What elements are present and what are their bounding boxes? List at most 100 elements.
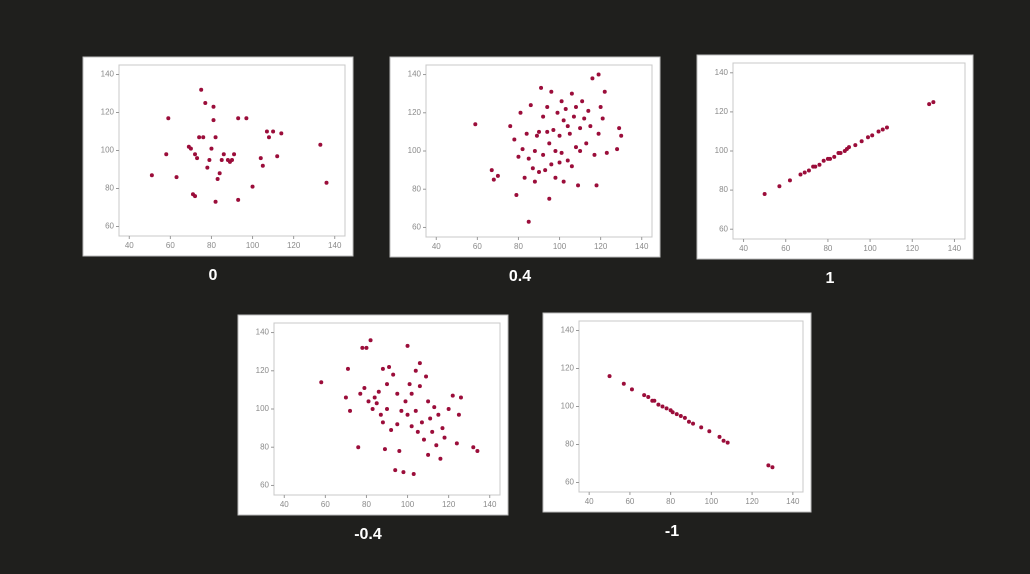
point [219,158,224,162]
point [674,412,679,417]
y-tick-label: 100 [101,146,115,155]
point [203,101,208,105]
point [395,422,400,427]
point [534,133,539,138]
point [682,415,687,420]
point [430,429,435,434]
x-tick-label: 100 [401,500,415,509]
point [594,183,599,188]
y-tick-label: 100 [561,402,575,411]
point [571,114,576,119]
point [646,395,651,399]
point [514,192,519,197]
point [545,105,550,110]
point [853,143,858,148]
point [884,125,889,130]
chart-panel: 40 60 80 100 120 140 60 80 100 120 140 1 [696,54,974,287]
point [376,389,381,394]
y-tick-label: 120 [561,364,575,373]
point [236,197,241,202]
y-tick-label: 140 [256,328,270,337]
point [432,405,437,410]
point [569,91,574,96]
point [565,124,570,129]
panel [389,56,661,258]
point [395,391,400,396]
point [405,343,410,348]
point [557,133,562,138]
point [664,406,669,411]
point [348,408,353,413]
point [549,89,554,94]
point [166,116,171,121]
x-tick-label: 60 [321,500,330,509]
point [787,178,792,183]
y-tick-label: 60 [565,478,574,487]
point [526,156,531,161]
point [201,135,206,140]
point [401,470,406,475]
chart-panel: 40 60 80 100 120 140 60 80 100 120 140 -0.4 [237,314,509,543]
point [569,164,574,169]
point [660,404,665,409]
point [370,407,375,411]
point [442,435,447,440]
point [260,163,265,168]
point [428,416,433,421]
point [213,135,218,140]
point [565,158,570,163]
point [473,122,478,127]
point [598,105,603,110]
x-tick-label: 60 [166,241,175,250]
x-tick-label: 100 [553,242,567,251]
point [387,364,392,369]
point [508,124,513,129]
point [193,194,198,199]
point [596,72,601,77]
point [526,219,531,224]
point [199,87,204,92]
x-tick-label: 140 [948,244,962,253]
point [547,196,552,201]
y-tick-label: 80 [719,185,728,194]
point [424,374,429,379]
y-tick-label: 140 [715,68,729,77]
y-tick-label: 140 [101,70,115,79]
x-tick-label: 60 [781,244,790,253]
x-tick-label: 140 [483,500,497,509]
point [537,129,541,134]
point [817,162,822,167]
point [699,425,704,430]
point [454,441,459,446]
point [456,412,461,417]
point [576,183,581,188]
point [324,180,329,185]
point [725,440,730,445]
point [491,177,496,182]
chart-title: -1 [665,523,679,540]
point [813,164,818,169]
point [806,168,811,173]
x-tick-label: 140 [786,497,800,506]
point [446,407,451,411]
y-tick-label: 60 [260,481,269,490]
point [865,135,870,140]
x-tick-label: 120 [594,242,608,251]
point [417,361,422,366]
point [417,384,422,389]
point [205,165,210,170]
point [407,382,412,387]
y-tick-label: 60 [412,223,421,232]
x-tick-label: 40 [739,244,748,253]
point [559,150,564,155]
point [802,170,807,175]
point [573,145,578,150]
point [553,149,558,153]
y-tick-label: 80 [412,184,421,193]
point [411,471,416,476]
point [573,105,578,110]
point [859,139,864,144]
point [489,168,494,173]
